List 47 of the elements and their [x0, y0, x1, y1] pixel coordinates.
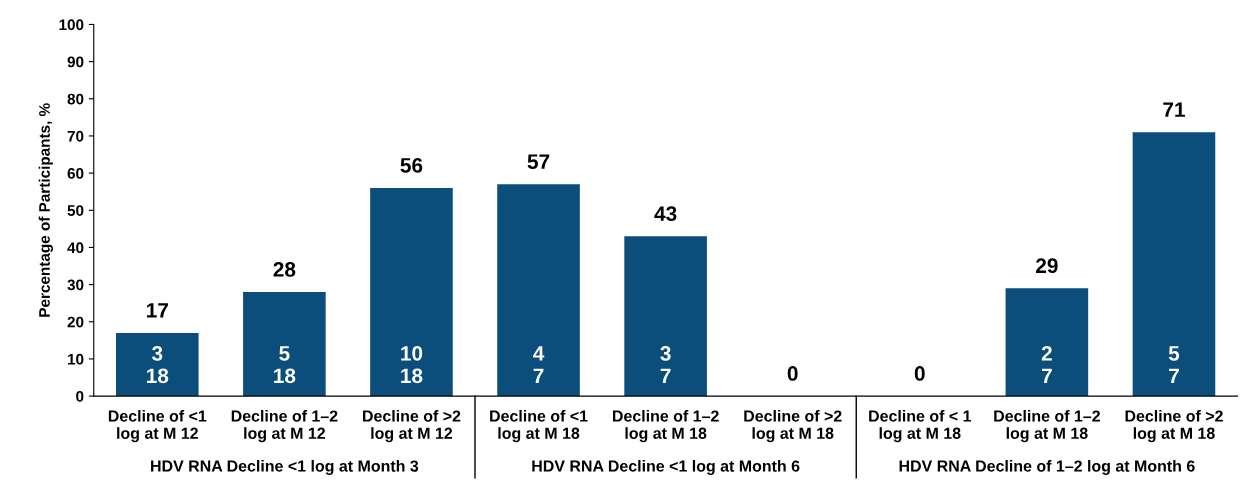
data-label: 17 [147, 303, 168, 318]
x-tick-label: Decline of <1 log at M 12 [108, 409, 207, 443]
bar [497, 184, 580, 397]
text: HDV RNA Decline <1 log at Month 6 [532, 459, 800, 475]
bar [624, 236, 707, 397]
x-tick-label: Decline of >2 log at M 18 [744, 409, 842, 443]
bar [243, 292, 326, 397]
annotation: 3 7 [660, 345, 671, 383]
y-tick-label: 70 [67, 130, 84, 142]
text: HDV RNA Decline <1 log at Month 3 [151, 459, 419, 475]
y-tick-label: 10 [68, 353, 84, 365]
data-label: 0 [787, 366, 798, 381]
x-tick-label: Decline of 1–2 log at M 18 [994, 409, 1100, 443]
y-tick-label: 30 [67, 279, 84, 291]
y-tick-label: 40 [67, 242, 84, 254]
y-tick-label: 80 [67, 93, 84, 105]
x-tick-label: Decline of >2 log at M 12 [363, 409, 461, 443]
x-tick-label: Decline of < 1 log at M 18 [869, 409, 972, 443]
data-label: 56 [400, 157, 423, 173]
x-tick-label: Decline of 1–2 log at M 12 [231, 409, 338, 443]
data-label: 28 [273, 262, 296, 277]
bar [1132, 132, 1216, 397]
annotation: 5 7 [1168, 346, 1180, 383]
x-tick-label: Decline of >2 log at M 18 [1125, 409, 1223, 443]
y-tick-label: 60 [67, 167, 84, 179]
annotation: 2 7 [1041, 345, 1052, 383]
annotation: 10 18 [401, 345, 423, 384]
bar [115, 332, 199, 397]
data-label: 57 [527, 154, 550, 170]
x-tick-label: Decline of <1 log at M 18 [490, 409, 588, 443]
y-tick-label: 90 [67, 56, 84, 68]
y-tick-label: 50 [67, 205, 84, 216]
annotation: 3 18 [147, 345, 169, 384]
data-label: 43 [654, 206, 677, 222]
data-label: 29 [1036, 258, 1058, 274]
text: HDV RNA Decline of 1–2 log at Month 6 [899, 459, 1195, 475]
bar [1005, 288, 1089, 397]
data-label: 0 [914, 366, 925, 381]
x-tick-label: Decline of 1–2 log at M 18 [612, 409, 719, 443]
bar [370, 187, 453, 397]
y-tick-label: 100 [59, 19, 84, 31]
y-axis-title: Percentage of Participants, % [38, 103, 53, 317]
annotation: 5 18 [274, 346, 296, 384]
y-tick-label: 0 [76, 390, 84, 402]
data-label: 71 [1163, 102, 1185, 117]
annotation: 4 7 [533, 346, 545, 383]
y-tick-label: 20 [67, 316, 84, 328]
